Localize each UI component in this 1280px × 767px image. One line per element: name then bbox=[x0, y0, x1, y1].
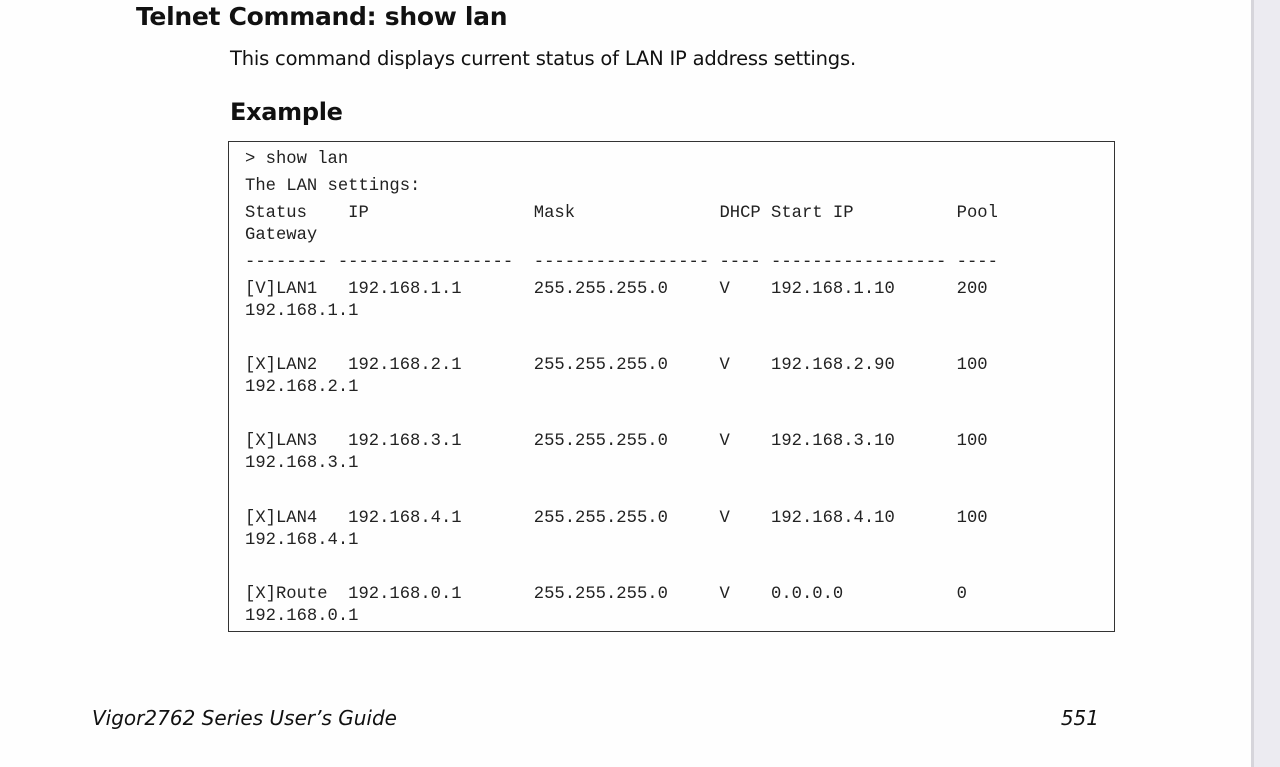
code-line: [V]LAN1 192.168.1.1 255.255.255.0 V 192.… bbox=[245, 280, 988, 299]
code-line: [X]Route 192.168.0.1 255.255.255.0 V 0.0… bbox=[245, 585, 967, 604]
code-line: [X]LAN4 192.168.4.1 255.255.255.0 V 192.… bbox=[245, 509, 988, 528]
code-line: 192.168.1.1 bbox=[245, 302, 359, 321]
command-description: This command displays current status of … bbox=[230, 47, 856, 70]
example-heading: Example bbox=[230, 98, 343, 126]
section-heading: Telnet Command: show lan bbox=[136, 2, 508, 31]
code-line: -------- ----------------- -------------… bbox=[245, 253, 998, 272]
code-line: 192.168.0.1 bbox=[245, 607, 359, 626]
document-page: Telnet Command: show lan This command di… bbox=[0, 0, 1254, 767]
code-line: [X]LAN2 192.168.2.1 255.255.255.0 V 192.… bbox=[245, 356, 988, 375]
code-line: Status IP Mask DHCP Start IP Pool bbox=[245, 204, 998, 223]
code-line: 192.168.3.1 bbox=[245, 454, 359, 473]
code-line: The LAN settings: bbox=[245, 177, 421, 196]
code-line: > show lan bbox=[245, 150, 349, 169]
code-line: [X]LAN3 192.168.3.1 255.255.255.0 V 192.… bbox=[245, 432, 988, 451]
footer-page-number: 551 bbox=[1060, 706, 1099, 730]
code-example-box: > show lan The LAN settings: Status IP M… bbox=[228, 141, 1115, 632]
footer-guide-title: Vigor2762 Series User’s Guide bbox=[92, 706, 397, 730]
code-line: 192.168.4.1 bbox=[245, 531, 359, 550]
code-line: Gateway bbox=[245, 226, 318, 245]
code-line: 192.168.2.1 bbox=[245, 378, 359, 397]
